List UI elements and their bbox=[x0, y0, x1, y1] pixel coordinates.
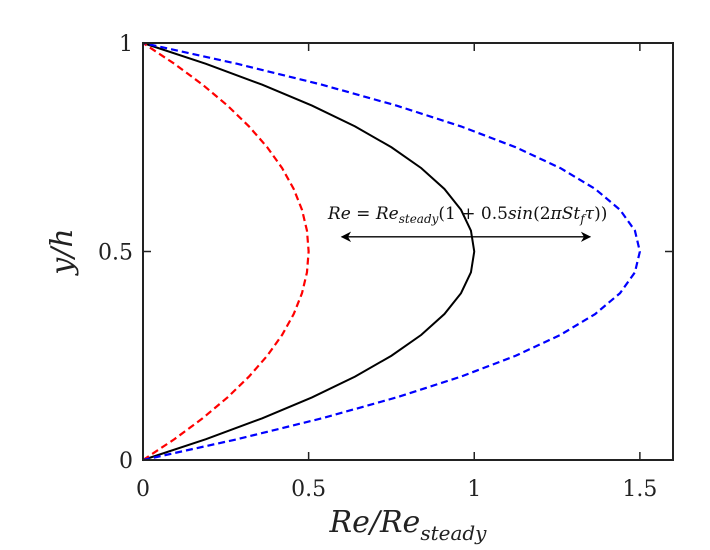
x-tick-label: 1.5 bbox=[622, 477, 657, 502]
series-line-3 bbox=[142, 41, 642, 462]
ticks-layer: 0 0.5 1 1.5 0 0.5 1 bbox=[98, 32, 673, 502]
x-axis-label: Re/Resteady bbox=[329, 505, 488, 545]
y-tick-label: 0 bbox=[119, 449, 133, 474]
y-axis-label: y/h bbox=[45, 228, 80, 276]
x-tick-label: 0 bbox=[136, 477, 150, 502]
x-tick-label: 0.5 bbox=[291, 477, 326, 502]
annotation-equation: Re = Resteady(1 + 0.5sin(2πStfτ)) bbox=[327, 204, 607, 226]
series-line-1 bbox=[142, 42, 476, 461]
y-tick-label: 1 bbox=[119, 32, 133, 57]
y-tick-label: 0.5 bbox=[98, 241, 133, 266]
series-layer bbox=[142, 41, 642, 462]
plot-frame bbox=[142, 42, 674, 461]
x-tick-label: 1 bbox=[467, 477, 481, 502]
series-line-2 bbox=[142, 42, 310, 461]
